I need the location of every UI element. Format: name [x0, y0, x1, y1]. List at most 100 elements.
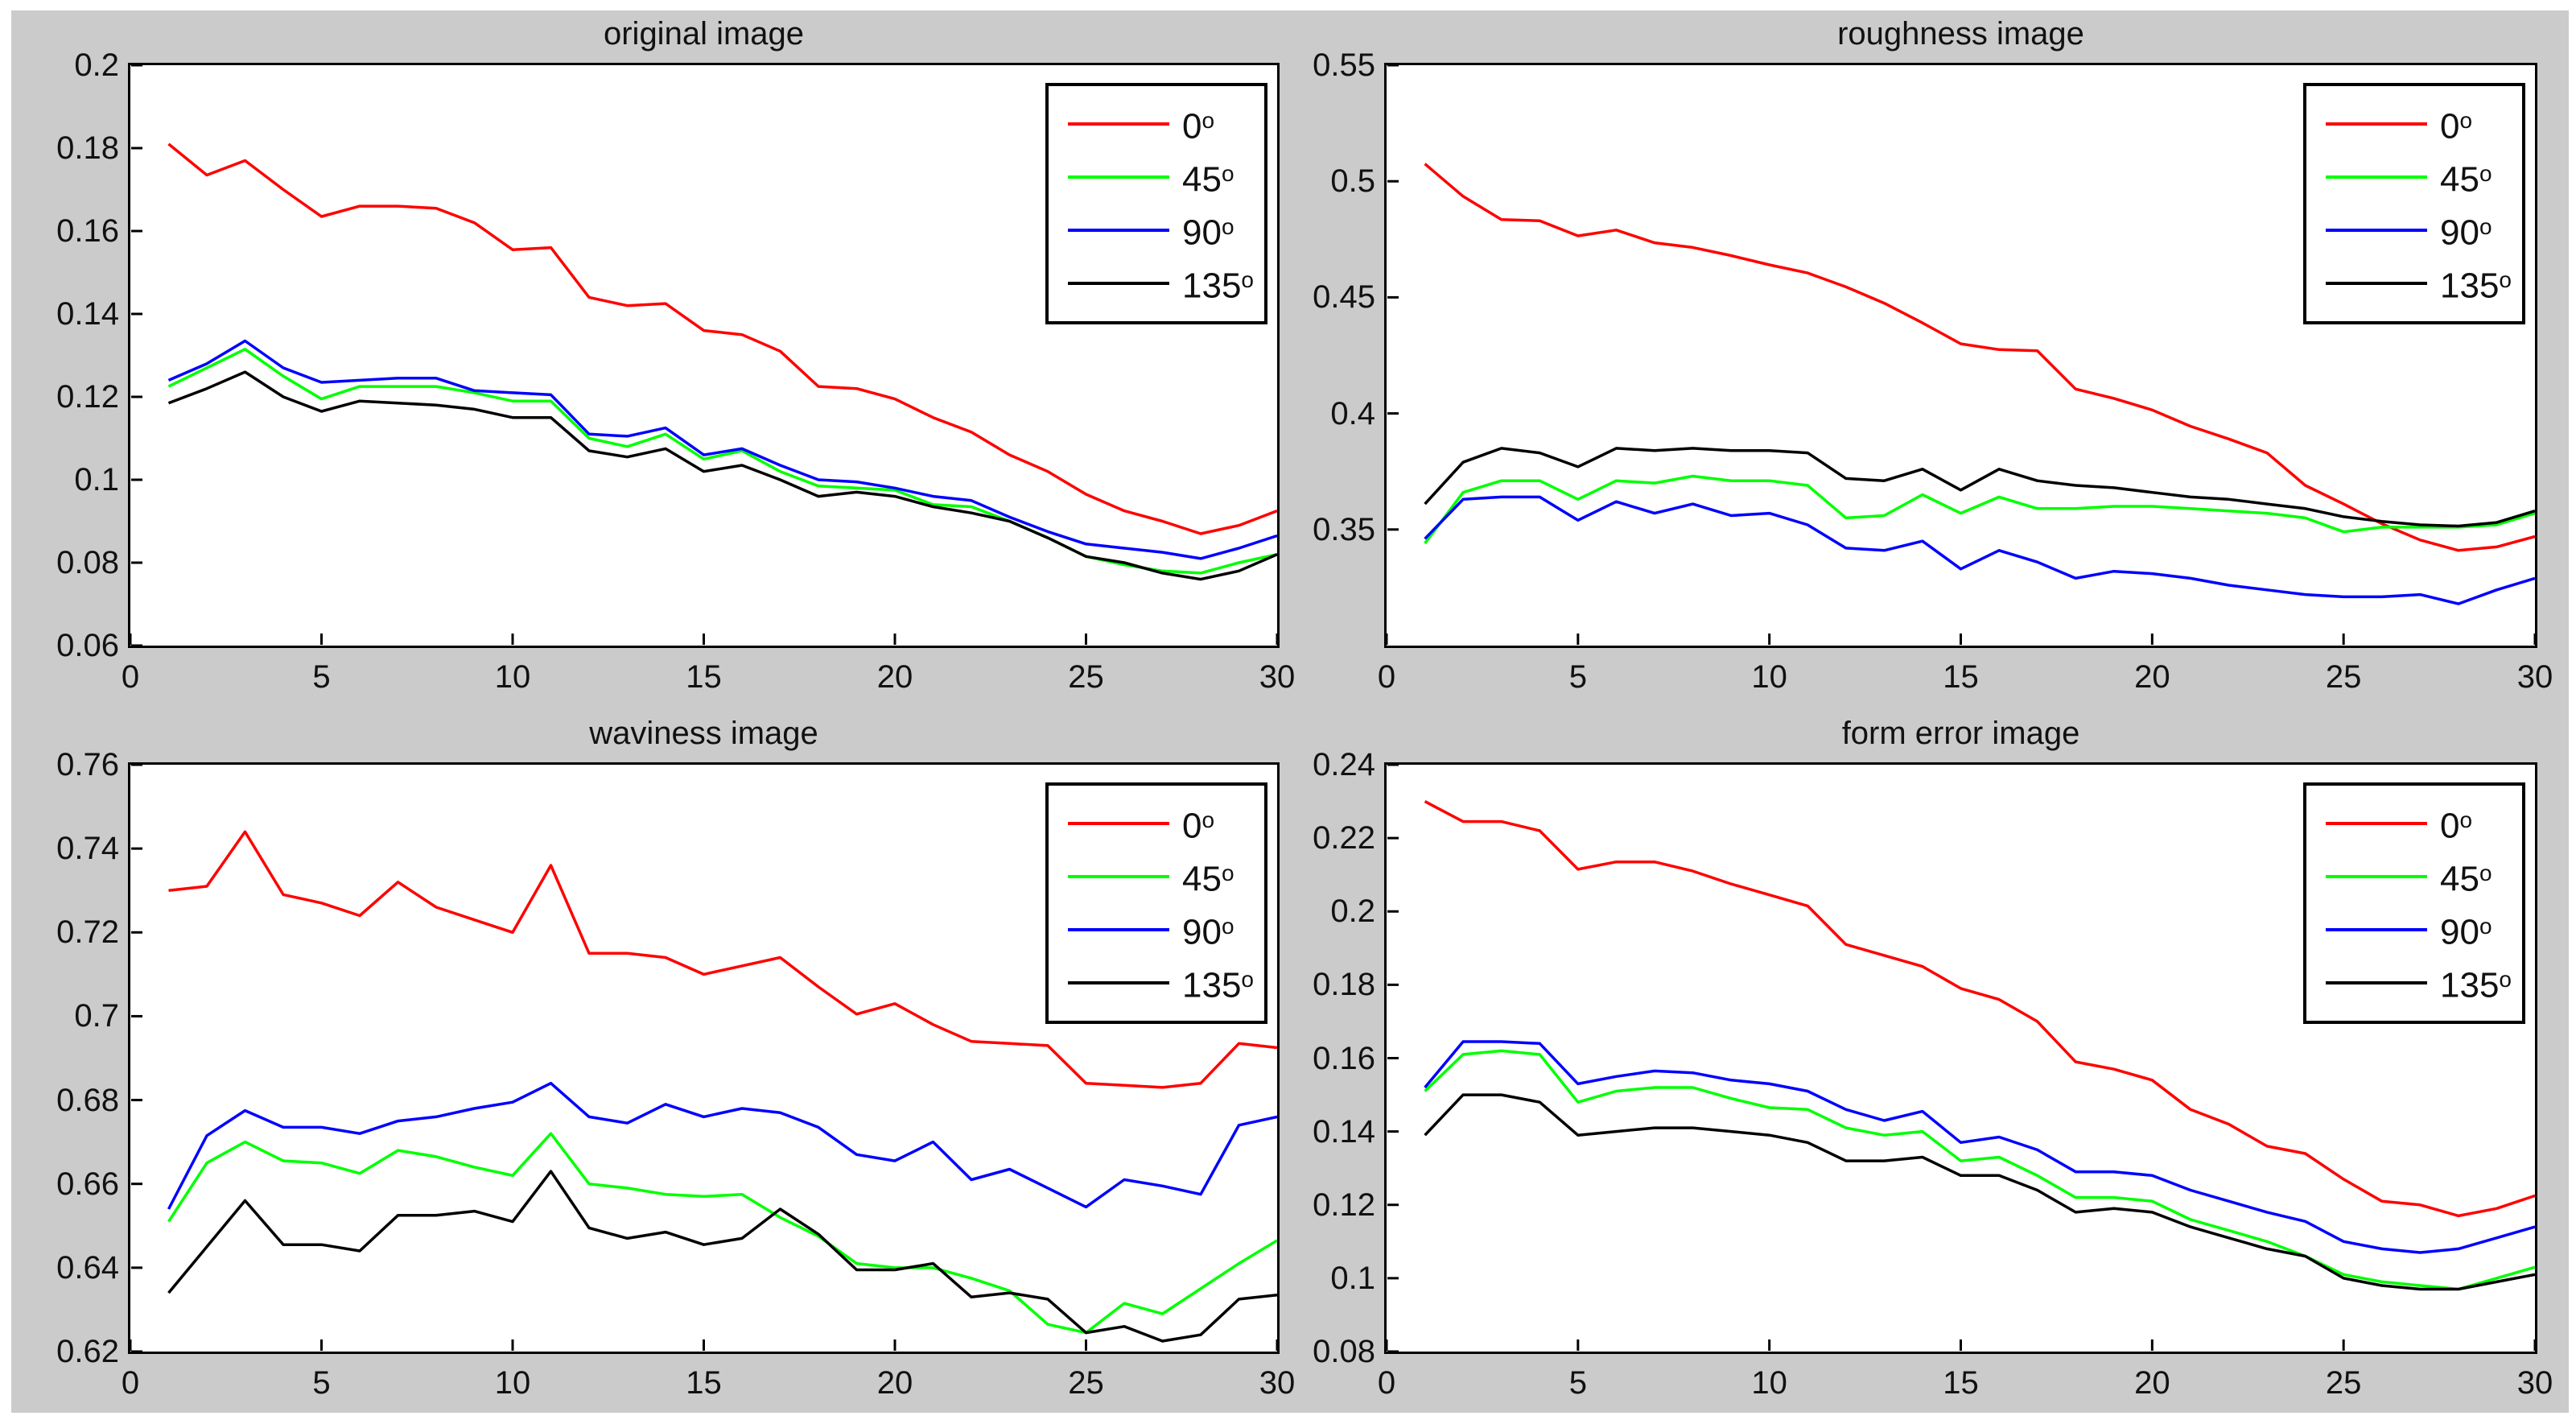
legend-label-angle: 90 — [1182, 912, 1222, 952]
legend-label-angle: 135 — [2440, 965, 2500, 1005]
y-axis-tick-label: 0.14 — [56, 296, 119, 332]
x-axis-tick-label: 30 — [2516, 659, 2553, 695]
y-axis-tick-label: 0.68 — [56, 1082, 119, 1118]
x-axis-tick-label: 15 — [1943, 659, 1979, 695]
x-axis-tick-label: 20 — [2134, 1365, 2170, 1401]
x-axis-tick-label: 25 — [2325, 659, 2362, 695]
legend-item-45deg: 45o — [1049, 156, 1264, 197]
legend-item-135deg: 135o — [1049, 262, 1264, 303]
legend-label-angle: 45 — [2440, 859, 2479, 899]
legend-label: 0o — [1182, 103, 1214, 144]
x-axis-tick-label: 5 — [1568, 1365, 1587, 1401]
legend-line-sample-0deg — [1068, 122, 1169, 126]
legend-line-sample-135deg — [1068, 981, 1169, 984]
legend-item-135deg: 135o — [2306, 962, 2522, 1003]
x-axis-tick-label: 15 — [686, 1365, 722, 1401]
x-axis-tick-label: 25 — [1068, 1365, 1104, 1401]
plot-canvas — [1387, 765, 2535, 1352]
legend-item-0deg: 0o — [1049, 803, 1264, 844]
legend-label: 135o — [1182, 262, 1254, 303]
y-axis-tick-label: 0.2 — [74, 47, 119, 83]
legend-label: 0o — [2440, 103, 2472, 144]
series-line-0deg — [1424, 800, 2535, 1218]
legend-label-angle: 135 — [1182, 266, 1242, 306]
legend-item-0deg: 0o — [2306, 803, 2522, 844]
legend-label: 135o — [1182, 962, 1254, 1003]
legend-label: 90o — [1182, 909, 1234, 950]
legend-label: 45o — [1182, 156, 1234, 197]
legend-line-sample-135deg — [2326, 282, 2427, 285]
series-line-45deg — [1424, 1049, 2535, 1291]
x-axis-tick-label: 15 — [1943, 1365, 1979, 1401]
y-axis-tick-label: 0.14 — [1313, 1113, 1375, 1150]
series-line-45deg — [1424, 474, 2535, 545]
legend-label-degree-sup: o — [1221, 914, 1234, 939]
y-axis-tick-label: 0.64 — [56, 1249, 119, 1286]
legend-label-angle: 0 — [1182, 806, 1202, 846]
y-axis-tick-label: 0.7 — [74, 998, 119, 1034]
legend-label-angle: 45 — [1182, 859, 1222, 899]
y-axis-tick-label: 0.12 — [56, 379, 119, 415]
x-axis-tick-label: 5 — [312, 659, 331, 695]
legend-line-sample-45deg — [2326, 875, 2427, 878]
legend-label-degree-sup: o — [1221, 861, 1234, 886]
plot-canvas — [130, 65, 1277, 646]
legend-label-degree-sup: o — [1221, 161, 1234, 187]
legend-item-90deg: 90o — [1049, 209, 1264, 250]
y-axis-tick-label: 0.2 — [1330, 894, 1375, 930]
legend-label-degree-sup: o — [1201, 807, 1215, 833]
x-axis-tick-label: 10 — [1751, 1365, 1787, 1401]
x-axis-tick-label: 0 — [121, 659, 140, 695]
x-axis-tick-label: 20 — [876, 659, 913, 695]
y-axis-tick-label: 0.76 — [56, 747, 119, 782]
series-line-135deg — [167, 1170, 1277, 1343]
x-axis-tick-label: 30 — [1259, 659, 1296, 695]
series-line-90deg — [1424, 495, 2535, 605]
x-axis-tick-label: 20 — [2134, 659, 2170, 695]
legend-label-angle: 45 — [2440, 159, 2479, 200]
legend-item-45deg: 45o — [1049, 856, 1264, 897]
legend-label: 90o — [1182, 209, 1234, 250]
legend-label-degree-sup: o — [2459, 108, 2473, 134]
y-axis-tick-label: 0.16 — [1313, 1040, 1375, 1076]
legend-line-sample-90deg — [2326, 928, 2427, 931]
y-axis-tick-label: 0.62 — [56, 1334, 119, 1369]
legend-label-degree-sup: o — [1241, 967, 1254, 993]
x-axis-tick-label: 30 — [2516, 1365, 2553, 1401]
legend-label-angle: 0 — [2440, 806, 2460, 846]
legend-label-degree-sup: o — [1221, 214, 1234, 240]
legend-line-sample-135deg — [1068, 282, 1169, 285]
legend-item-90deg: 90o — [2306, 909, 2522, 950]
legend-item-0deg: 0o — [2306, 103, 2522, 144]
y-axis-tick-label: 0.08 — [56, 545, 119, 580]
legend-line-sample-45deg — [2326, 175, 2427, 179]
chart-title: original image — [603, 16, 805, 52]
legend-line-sample-0deg — [2326, 122, 2427, 126]
legend-label-degree-sup: o — [2479, 161, 2492, 187]
x-axis-tick-label: 25 — [1068, 659, 1104, 695]
series-line-135deg — [167, 370, 1277, 581]
legend-label-angle: 90 — [2440, 912, 2479, 952]
y-axis-tick-label: 0.1 — [1330, 1260, 1375, 1296]
legend-label: 0o — [2440, 803, 2472, 844]
legend-line-sample-135deg — [2326, 981, 2427, 984]
legend-label-degree-sup: o — [2459, 807, 2473, 833]
legend-item-0deg: 0o — [1049, 103, 1264, 144]
y-axis-tick-label: 0.72 — [56, 914, 119, 951]
series-line-90deg — [1424, 1040, 2535, 1254]
y-axis-tick-label: 0.12 — [1313, 1187, 1375, 1223]
legend-label-angle: 90 — [2440, 213, 2479, 253]
y-axis-tick-label: 0.4 — [1330, 395, 1375, 431]
legend-line-sample-90deg — [1068, 229, 1169, 232]
legend-item-135deg: 135o — [2306, 262, 2522, 303]
x-axis-tick-label: 10 — [1751, 659, 1787, 695]
legend-label-angle: 0 — [2440, 106, 2460, 147]
legend: 0o 45o 90o 135o — [2303, 83, 2525, 324]
x-axis-tick-label: 10 — [494, 1365, 531, 1401]
legend-label-angle: 135 — [2440, 266, 2500, 306]
series-line-90deg — [167, 1081, 1277, 1210]
x-axis-tick-label: 15 — [686, 659, 722, 695]
legend: 0o 45 o 90o 135o — [2303, 782, 2525, 1024]
y-axis-tick-label: 0.66 — [56, 1166, 119, 1202]
